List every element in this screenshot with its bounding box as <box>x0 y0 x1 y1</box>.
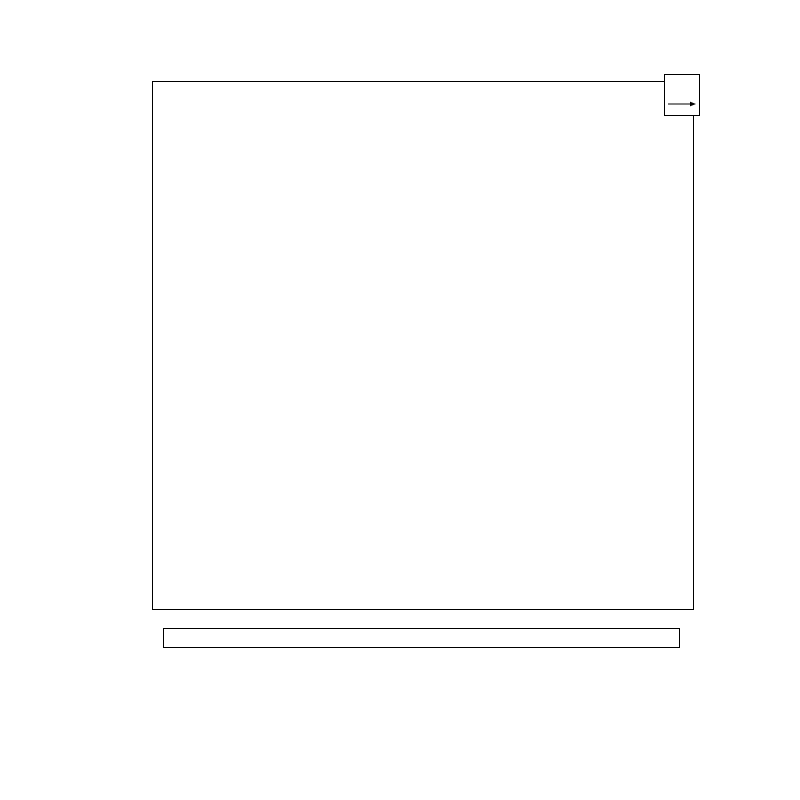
colorbar-tick-labels <box>163 649 680 669</box>
colorbar-swatches <box>163 628 680 648</box>
temperature-field <box>153 82 693 609</box>
arrow-right-icon <box>668 101 696 107</box>
map-plot-area[interactable] <box>152 81 694 610</box>
map-overlays <box>153 82 693 609</box>
vector-scale-legend <box>664 74 700 116</box>
colorbar[interactable] <box>163 628 680 648</box>
